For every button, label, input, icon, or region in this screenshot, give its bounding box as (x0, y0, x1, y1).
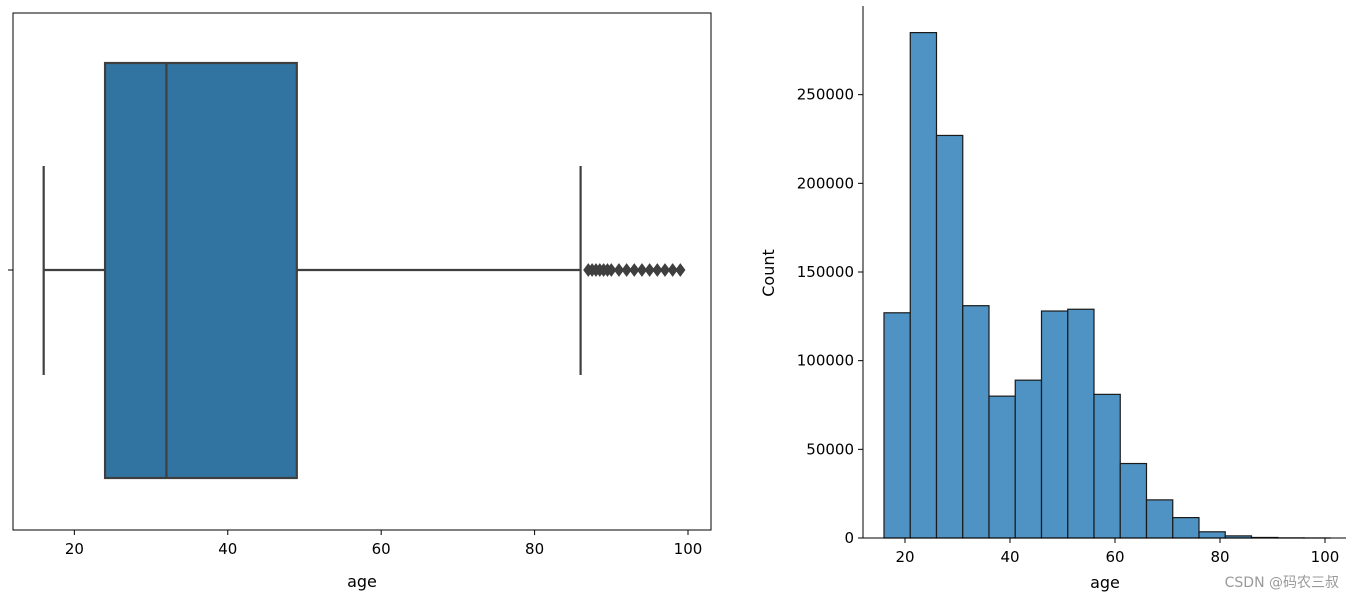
histogram-panel: 20 40 60 80 100 0 50000 100000 150000 200000 2500… (759, 6, 1346, 592)
iqr-box (103, 61, 298, 480)
histogram-bar (1093, 393, 1121, 539)
histogram-bar (1198, 531, 1226, 539)
outlier-point (675, 263, 686, 277)
x-tick-label: 80 (525, 540, 544, 558)
histogram-bar (1145, 499, 1174, 539)
y-tick-label: 0 (844, 529, 854, 547)
y-tick-label: 250000 (797, 86, 854, 104)
histogram-bar (1014, 379, 1043, 539)
y-tick-label: 200000 (797, 174, 854, 192)
x-tick-label: 100 (1311, 548, 1340, 566)
histogram-y-ticks: 0 50000 100000 150000 200000 250000 (797, 86, 863, 547)
boxplot-body (42, 61, 686, 480)
x-tick-label: 80 (1210, 548, 1229, 566)
histogram-y-axis-title: Count (759, 249, 778, 297)
boxplot-frame (12, 12, 712, 531)
x-tick-label: 60 (1105, 548, 1124, 566)
histogram-bars (883, 31, 1331, 539)
x-tick-label: 60 (372, 540, 391, 558)
histogram-bar (1067, 308, 1095, 539)
x-tick-label: 40 (218, 540, 237, 558)
histogram-bar (962, 305, 990, 539)
histogram-bar (1119, 462, 1148, 539)
histogram-bar (1172, 517, 1200, 539)
histogram-bar (1040, 310, 1069, 539)
boxplot-x-ticks: 20 40 60 80 100 (65, 530, 702, 558)
boxplot-x-axis-title: age (347, 572, 377, 591)
boxplot-panel: 20 40 60 80 100 age (8, 12, 712, 591)
x-tick-label: 100 (674, 540, 703, 558)
x-tick-label: 20 (895, 548, 914, 566)
x-tick-label: 20 (65, 540, 84, 558)
histogram-bar (988, 395, 1016, 539)
y-tick-label: 100000 (797, 352, 854, 370)
histogram-bar (909, 31, 938, 539)
histogram-x-ticks: 20 40 60 80 100 (895, 538, 1339, 566)
histogram-x-axis-title: age (1090, 573, 1120, 592)
histogram-bar (935, 134, 964, 539)
y-tick-label: 150000 (797, 263, 854, 281)
histogram-bar (883, 312, 911, 539)
x-tick-label: 40 (1000, 548, 1019, 566)
y-tick-label: 50000 (806, 440, 854, 458)
watermark-text: CSDN @码农三叔 (1224, 575, 1339, 591)
